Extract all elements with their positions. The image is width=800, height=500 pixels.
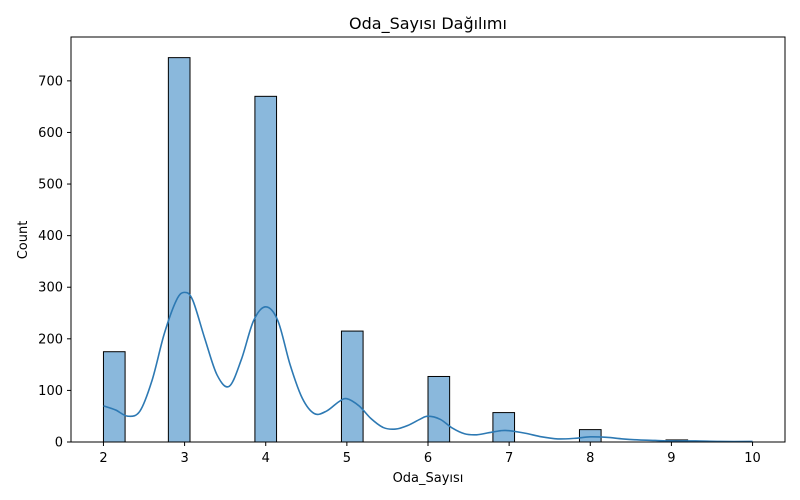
y-axis-ticks: 0 100 200 300 400 500 600 700 (38, 74, 71, 451)
histogram-bar-3 (340, 330, 364, 443)
y-tick-label: 600 (38, 126, 63, 141)
y-axis-label: Count (16, 221, 31, 260)
histogram-bars (102, 57, 689, 443)
chart-title: Oda_Sayısı Dağılımı (349, 14, 507, 34)
y-tick-label: 200 (38, 332, 63, 347)
y-tick-label: 0 (55, 436, 63, 451)
x-tick-label: 4 (262, 451, 270, 466)
x-tick-label: 6 (424, 451, 432, 466)
histogram-bar-6 (578, 429, 602, 443)
x-tick-label: 2 (99, 451, 107, 466)
y-tick-label: 700 (38, 74, 63, 89)
histogram-bar-0 (102, 351, 126, 443)
histogram-bar-1 (167, 57, 191, 443)
histogram-bar-4 (427, 375, 451, 443)
kde-curve-layer (103, 291, 753, 443)
y-tick-label: 400 (38, 229, 63, 244)
x-tick-label: 8 (586, 451, 594, 466)
x-tick-label: 10 (744, 451, 761, 466)
x-axis-label: Oda_Sayısı (393, 471, 464, 486)
kde-line (103, 291, 753, 443)
x-tick-label: 3 (180, 451, 188, 466)
y-tick-label: 100 (38, 384, 63, 399)
histogram-bar-5 (492, 412, 516, 443)
x-tick-label: 9 (667, 451, 675, 466)
y-tick-label: 500 (38, 178, 63, 193)
x-tick-label: 5 (343, 451, 351, 466)
histogram-bar-2 (254, 95, 278, 443)
y-tick-label: 300 (38, 281, 63, 296)
x-axis-ticks: 2 3 4 5 6 7 8 9 10 (99, 442, 761, 466)
x-tick-label: 7 (505, 451, 513, 466)
